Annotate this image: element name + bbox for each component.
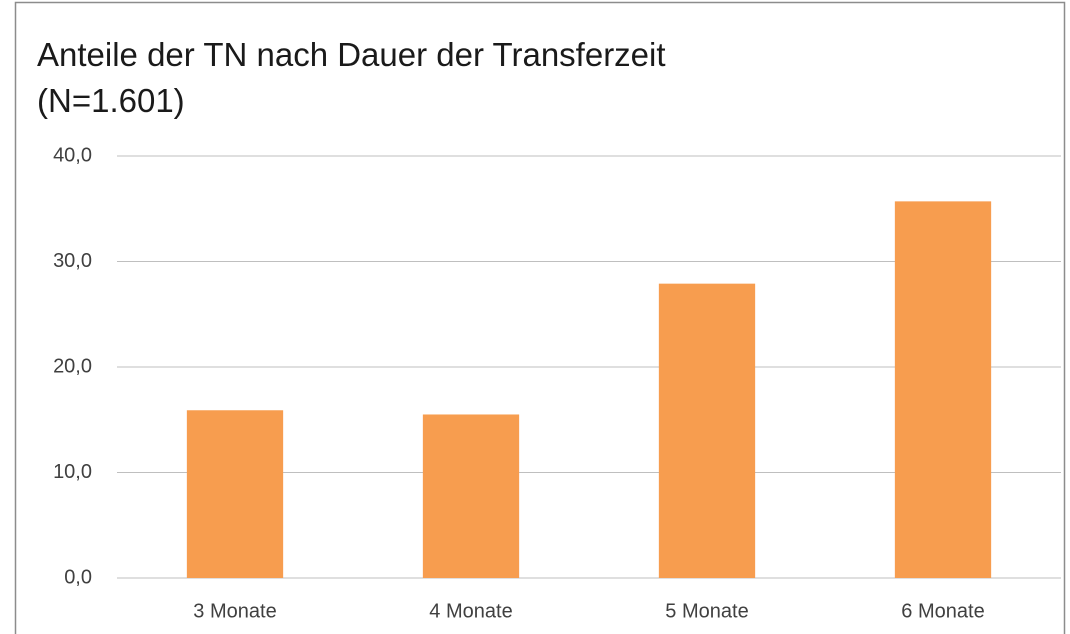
y-tick-label: 30,0 — [53, 250, 92, 272]
bar — [422, 414, 520, 578]
x-tick-label: 6 Monate — [901, 600, 984, 622]
x-tick-label: 4 Monate — [429, 600, 512, 622]
chart-frame — [14, 1, 1066, 634]
y-tick-label: 40,0 — [53, 144, 92, 166]
chart-title: Anteile der TN nach Dauer der Transferze… — [37, 36, 666, 73]
bar — [658, 283, 756, 578]
y-tick-label: 20,0 — [53, 355, 92, 377]
x-tick-label: 3 Monate — [193, 600, 276, 622]
x-tick-label: 5 Monate — [665, 600, 748, 622]
y-tick-label: 0,0 — [64, 566, 92, 588]
chart-subtitle: (N=1.601) — [37, 82, 185, 119]
bar — [894, 201, 992, 579]
y-tick-label: 10,0 — [53, 461, 92, 483]
bar — [186, 410, 284, 578]
